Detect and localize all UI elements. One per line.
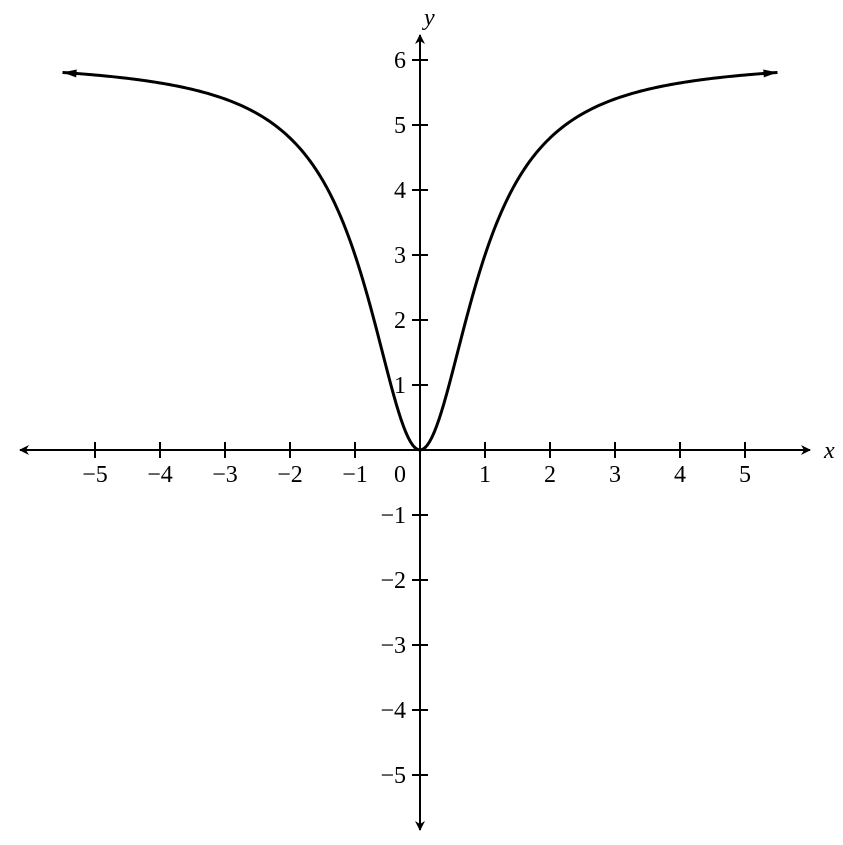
x-tick-label: 4 [674, 462, 686, 488]
y-tick-label: −3 [380, 633, 406, 659]
y-tick-label: 1 [394, 373, 406, 399]
y-tick-label: 3 [394, 243, 406, 269]
x-tick-label: −5 [82, 462, 108, 488]
x-tick-label: −3 [212, 462, 238, 488]
x-tick-label: 2 [544, 462, 556, 488]
y-tick-label: 5 [394, 113, 406, 139]
x-tick-label: 5 [739, 462, 751, 488]
y-tick-label: −5 [380, 763, 406, 789]
x-tick-label: −1 [342, 462, 368, 488]
x-tick-label: −4 [147, 462, 173, 488]
y-tick-label: −1 [380, 503, 406, 529]
x-tick-label: 1 [479, 462, 491, 488]
y-axis-label: y [422, 5, 435, 31]
x-tick-label: 3 [609, 462, 621, 488]
x-axis-label: x [823, 438, 835, 464]
y-tick-label: 4 [394, 178, 406, 204]
origin-label: 0 [394, 462, 406, 488]
y-tick-label: −2 [380, 568, 406, 594]
y-tick-label: −4 [380, 698, 406, 724]
y-tick-label: 6 [394, 48, 406, 74]
y-tick-label: 2 [394, 308, 406, 334]
x-tick-label: −2 [277, 462, 303, 488]
